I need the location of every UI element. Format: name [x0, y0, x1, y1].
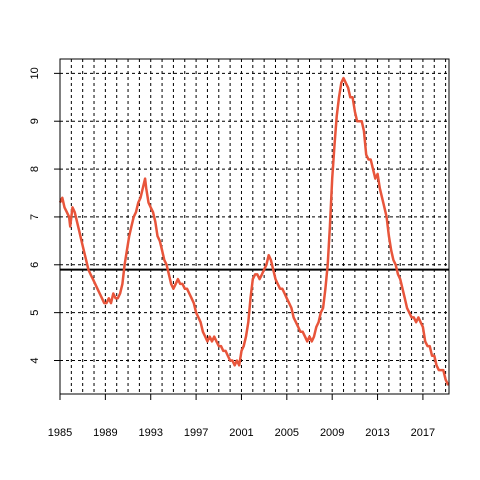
x-tick-label: 1993	[138, 427, 162, 439]
x-tick-label: 2013	[365, 427, 389, 439]
y-tick-label: 9	[29, 118, 41, 124]
grid-lines	[60, 59, 449, 394]
x-tick-label: 2001	[229, 427, 253, 439]
y-tick-label: 7	[29, 214, 41, 220]
series-layer	[60, 78, 449, 384]
y-tick-label: 4	[29, 357, 41, 363]
plot-frame	[60, 59, 449, 394]
y-tick-label: 6	[29, 262, 41, 268]
x-tick-label: 1985	[48, 427, 72, 439]
y-tick-label: 8	[29, 166, 41, 172]
series-line	[60, 78, 449, 384]
x-axis: 1985 1989 1993 1997 2001 2005 2009 2013 2017	[48, 394, 435, 439]
x-tick-label: 1997	[184, 427, 208, 439]
x-tick-label: 2009	[320, 427, 344, 439]
x-tick-label: 2005	[275, 427, 299, 439]
y-axis: 4 5 6 7 8 9 10	[29, 67, 60, 363]
x-tick-label: 1989	[93, 427, 117, 439]
x-tick-label: 2017	[411, 427, 435, 439]
y-tick-label: 5	[29, 310, 41, 316]
y-tick-label: 10	[29, 67, 41, 79]
